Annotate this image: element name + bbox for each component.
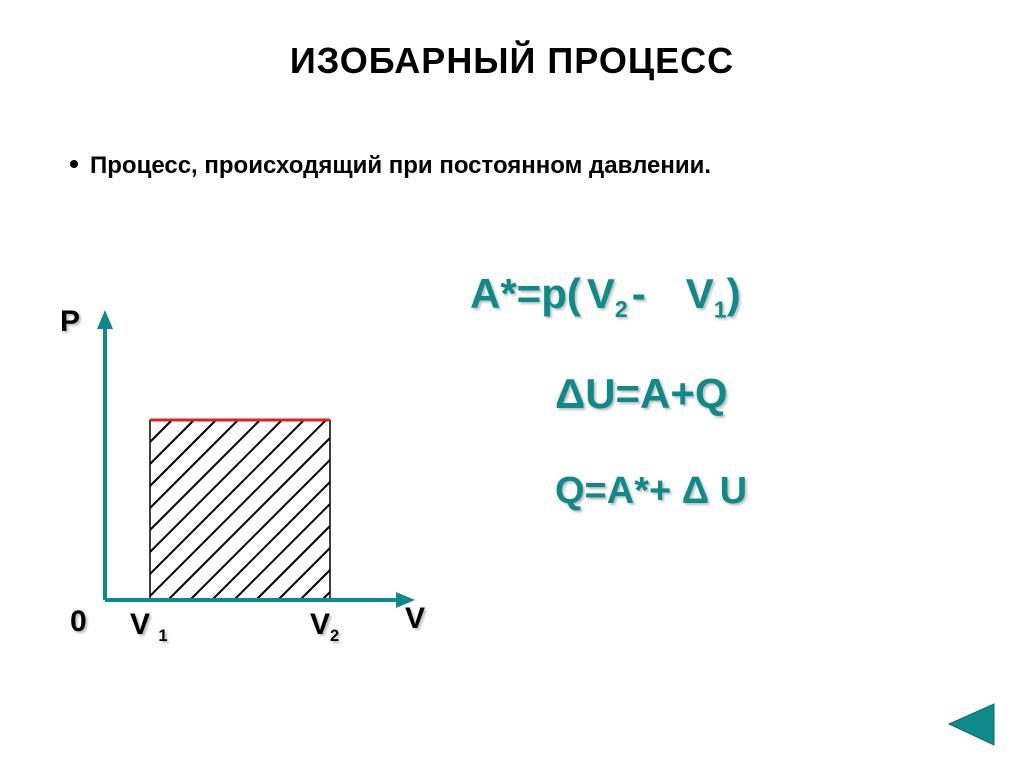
- chart-svg: [50, 300, 430, 650]
- axis-label-v: V: [405, 602, 425, 636]
- page-title: ИЗОБАРНЫЙ ПРОЦЕСС: [0, 0, 1024, 82]
- bullet-icon: [70, 160, 78, 168]
- work-formula: A*=p(V2-V1): [470, 270, 741, 323]
- origin-label: 0: [70, 605, 87, 639]
- tick-label-v2: V2: [310, 608, 339, 646]
- definition-text: Процесс, происходящий при постоянном дав…: [90, 150, 711, 181]
- axis-label-p: P: [60, 305, 80, 339]
- pv-chart: P V 0 V 1 V2: [50, 300, 430, 650]
- tick-label-v1: V 1: [130, 608, 168, 646]
- definition-block: Процесс, происходящий при постоянном дав…: [70, 150, 711, 181]
- triangle-left-icon: [944, 702, 999, 747]
- heat-formula: Q=A*+ Δ U: [555, 470, 747, 513]
- internal-energy-formula: ΔU=A+Q: [555, 370, 728, 418]
- prev-slide-button[interactable]: [944, 702, 999, 747]
